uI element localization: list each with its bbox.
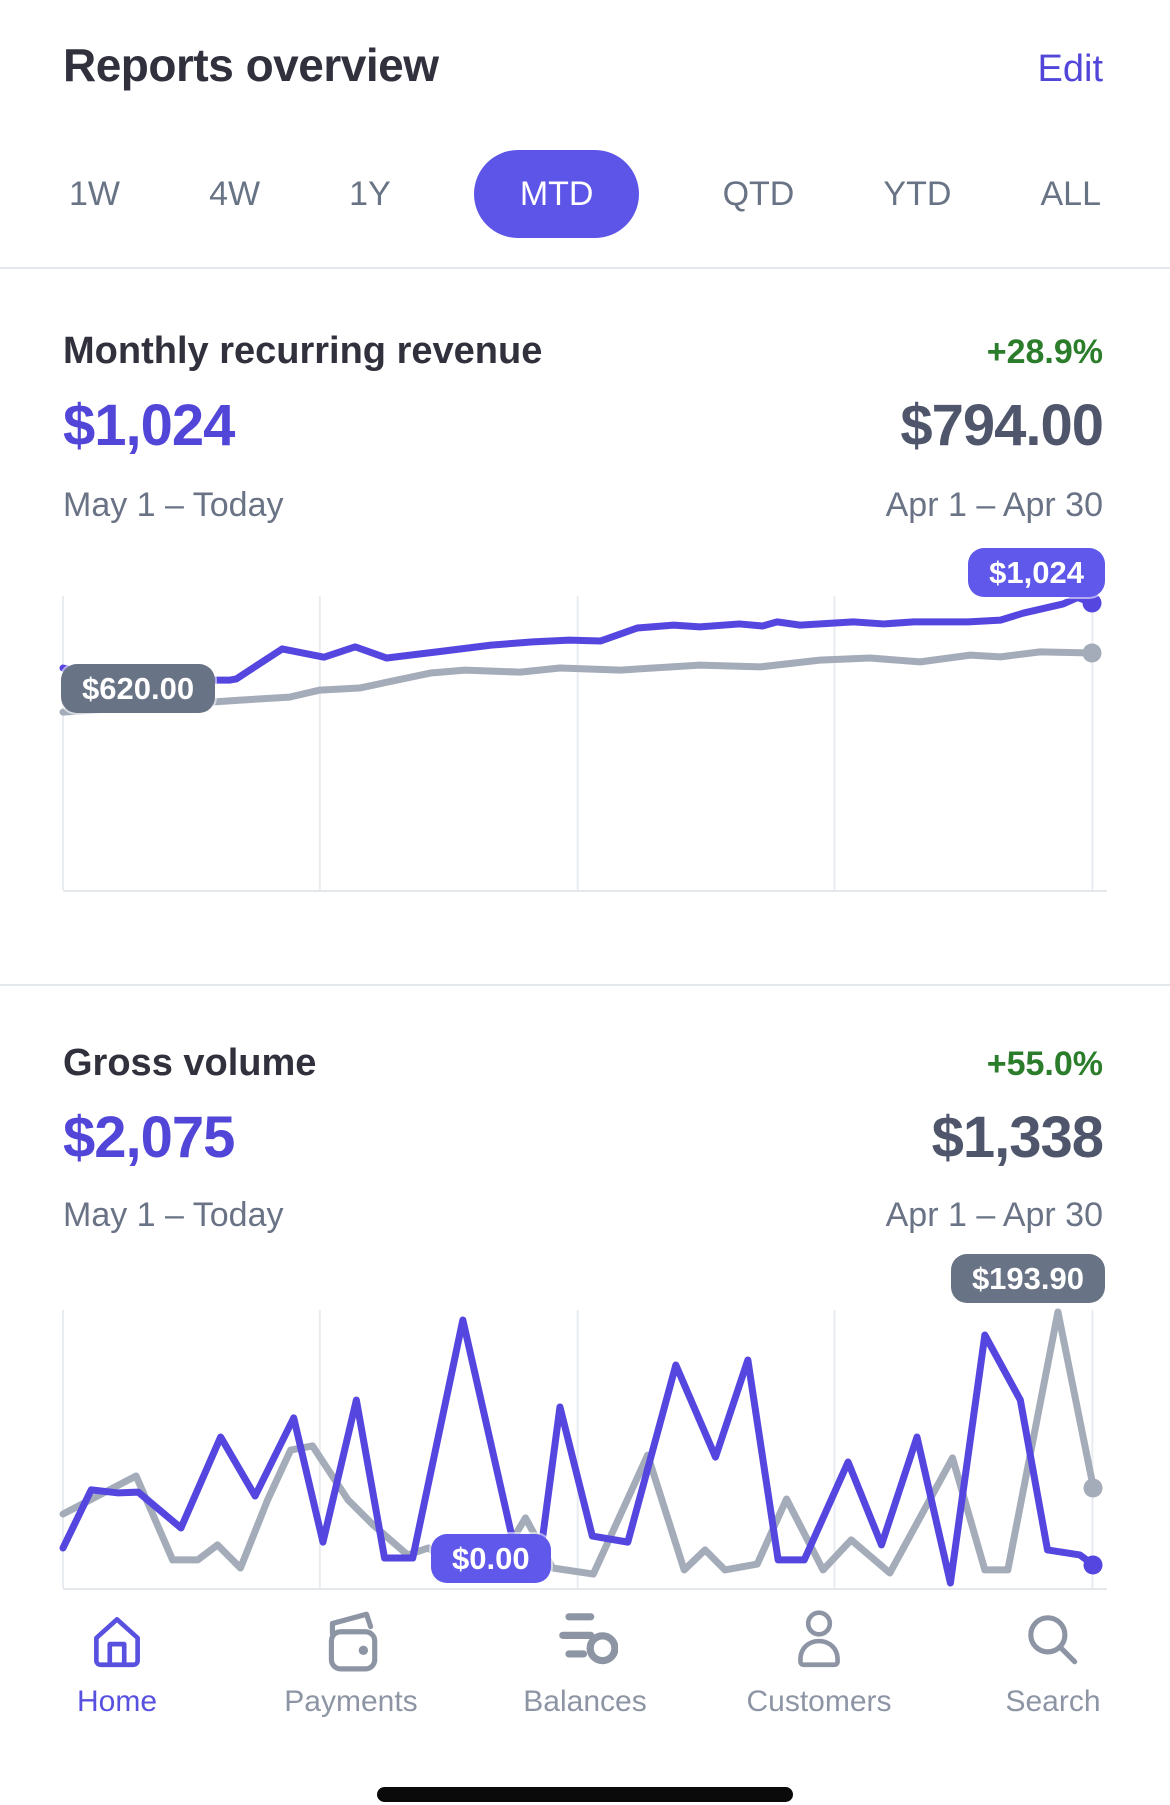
- page-title: Reports overview: [63, 39, 439, 91]
- gv-current-period: May 1 – Today: [63, 1196, 284, 1234]
- gv-title-row: Gross volume +55.0%: [63, 1042, 1103, 1085]
- mrr-chart[interactable]: $1,024 $620.00: [61, 548, 1107, 892]
- bottom-nav: Home Payments Balances Customers Search: [0, 1595, 1170, 1765]
- customers-icon: [786, 1607, 852, 1673]
- mrr-title-row: Monthly recurring revenue +28.9%: [63, 330, 1103, 373]
- edit-button[interactable]: Edit: [1037, 48, 1103, 90]
- nav-item-home[interactable]: Home: [0, 1595, 234, 1765]
- home-icon: [84, 1607, 150, 1673]
- gv-card-title: Gross volume: [63, 1042, 317, 1084]
- mrr-chart-canvas: [63, 596, 1107, 890]
- gv-values-row: $2,075 $1,338: [63, 1104, 1104, 1171]
- chart-end-dot: [1082, 593, 1102, 613]
- tab-ytd[interactable]: YTD: [883, 175, 952, 213]
- gv-previous-tooltip: $193.90: [950, 1254, 1105, 1303]
- mrr-current-value: $1,024: [63, 393, 235, 458]
- gv-previous-value: $1,338: [931, 1105, 1104, 1170]
- gv-chart-canvas: [63, 1310, 1107, 1588]
- gv-trend-badge: +55.0%: [986, 1045, 1103, 1083]
- nav-item-search[interactable]: Search: [936, 1595, 1170, 1765]
- nav-label: Balances: [523, 1685, 647, 1718]
- gv-current-value: $2,075: [63, 1105, 235, 1170]
- mrr-values-row: $1,024 $794.00: [63, 392, 1104, 459]
- gv-previous-period: Apr 1 – Apr 30: [885, 1196, 1103, 1234]
- nav-item-customers[interactable]: Customers: [702, 1595, 936, 1765]
- nav-item-balances[interactable]: Balances: [468, 1595, 702, 1765]
- home-indicator[interactable]: [377, 1787, 793, 1802]
- gv-current-tooltip: $0.00: [431, 1534, 551, 1583]
- nav-label: Home: [76, 1685, 158, 1718]
- header-divider: [0, 267, 1170, 269]
- tab-qtd[interactable]: QTD: [722, 175, 795, 213]
- search-icon: [1020, 1607, 1086, 1673]
- mrr-previous-value: $794.00: [900, 393, 1104, 458]
- mrr-current-tooltip: $1,024: [968, 548, 1105, 597]
- nav-item-payments[interactable]: Payments: [234, 1595, 468, 1765]
- wallet-icon: [318, 1607, 384, 1673]
- tab-1y[interactable]: 1Y: [349, 175, 391, 213]
- mrr-period-row: May 1 – Today Apr 1 – Apr 30: [63, 486, 1103, 525]
- period-tabs: 1W 4W 1Y MTD QTD YTD ALL: [63, 150, 1107, 238]
- nav-label: Search: [1005, 1685, 1101, 1718]
- chart-end-dot: [1082, 643, 1102, 663]
- chart-end-dot: [1083, 1478, 1103, 1498]
- mrr-current-period: May 1 – Today: [63, 486, 284, 524]
- mrr-trend-badge: +28.9%: [986, 333, 1103, 371]
- card-divider: [0, 984, 1170, 986]
- balances-icon: [552, 1607, 618, 1673]
- mrr-previous-period: Apr 1 – Apr 30: [885, 486, 1103, 524]
- nav-label: Customers: [746, 1685, 892, 1718]
- chart-end-dot: [1083, 1555, 1103, 1575]
- gv-chart[interactable]: $193.90 $0.00: [63, 1254, 1107, 1590]
- mrr-previous-tooltip: $620.00: [61, 664, 216, 713]
- mrr-card-title: Monthly recurring revenue: [63, 330, 543, 372]
- tab-1w[interactable]: 1W: [69, 175, 120, 213]
- tab-all[interactable]: ALL: [1040, 175, 1102, 213]
- nav-label: Payments: [284, 1685, 418, 1718]
- tab-4w[interactable]: 4W: [209, 175, 261, 213]
- tab-mtd[interactable]: MTD: [473, 150, 640, 238]
- gv-period-row: May 1 – Today Apr 1 – Apr 30: [63, 1196, 1103, 1235]
